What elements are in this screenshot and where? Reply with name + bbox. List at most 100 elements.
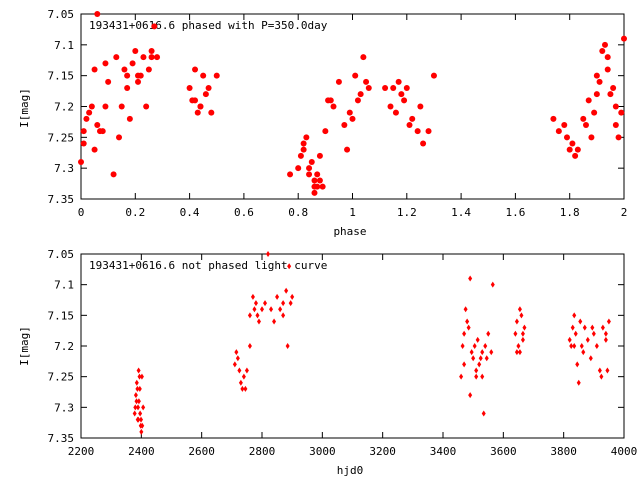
lightcurve-data-point: [594, 343, 599, 349]
lightcurve-ytick-label: 7.25: [48, 371, 75, 384]
lightcurve-data-point: [475, 336, 480, 343]
lightcurve-xtick-label: 3600: [490, 445, 517, 458]
lightcurve-data-point: [137, 385, 142, 392]
phased-data-points: [78, 11, 627, 196]
lightcurve-data-point: [141, 404, 146, 411]
phased-data-point: [88, 103, 95, 110]
phased-data-point: [420, 140, 427, 147]
lightcurve-data-point: [570, 324, 575, 331]
phased-data-point: [344, 146, 351, 153]
phased-data-point: [563, 134, 570, 141]
lightcurve-data-point: [516, 343, 521, 349]
phased-data-point: [610, 85, 617, 91]
phased-xtick-label: 1.4: [451, 206, 471, 219]
phased-data-point: [618, 109, 625, 116]
phased-data-point: [604, 66, 611, 73]
phased-xtick-label: 0: [78, 206, 85, 219]
lightcurve-data-point: [468, 275, 473, 282]
phased-data-point: [135, 78, 142, 85]
lightcurve-data-point: [275, 293, 280, 300]
lightcurve-data-point: [481, 410, 486, 417]
lightcurve-data-point: [572, 312, 577, 319]
phased-data-point: [148, 54, 155, 61]
lightcurve-data-point: [272, 318, 277, 325]
phased-data-point: [398, 91, 405, 98]
lightcurve-xtick-label: 3400: [430, 445, 457, 458]
lightcurve-xtick-label: 2600: [188, 445, 215, 458]
phased-data-point: [91, 66, 98, 73]
phased-data-point: [327, 97, 334, 104]
phased-data-point: [615, 134, 622, 141]
lightcurve-xtick-label: 2200: [68, 445, 95, 458]
lightcurve-data-point: [585, 336, 590, 343]
lightcurve-data-point: [139, 373, 144, 380]
phased-data-point: [365, 85, 372, 91]
lightcurve-data-point: [486, 330, 491, 337]
phased-data-point: [208, 109, 215, 116]
lightcurve-data-point: [247, 343, 252, 349]
lightcurve-data-point: [288, 300, 293, 307]
lightcurve-data-point: [520, 336, 525, 343]
phased-data-point: [580, 115, 587, 122]
phased-ytick-label: 7.15: [48, 70, 75, 83]
phased-data-point: [316, 152, 323, 159]
phased-data-point: [417, 103, 424, 110]
phased-data-point: [335, 78, 342, 85]
phased-data-point: [604, 54, 611, 61]
phased-data-point: [322, 128, 329, 135]
lightcurve-ytick-label: 7.2: [54, 340, 74, 353]
phased-data-point: [612, 122, 619, 128]
lightcurve-data-point: [590, 324, 595, 331]
phased-data-point: [99, 128, 106, 135]
lightcurve-data-point: [572, 343, 577, 349]
lightcurve-data-point: [597, 367, 602, 374]
phased-axes-ticks: 0 0.2 0.4 0.6 0.8 1 1.2 1.4 1.6 1.8 2 7.05 7.1 7.15 7.…: [48, 8, 628, 219]
phased-data-point: [599, 48, 606, 54]
lightcurve-data-point: [466, 324, 471, 331]
lightcurve-data-point: [244, 367, 249, 374]
phased-data-point: [300, 140, 307, 147]
lightcurve-data-point: [133, 392, 138, 399]
phased-data-point: [319, 183, 326, 190]
lightcurve-data-point: [478, 355, 483, 362]
phased-xtick-label: 0.6: [234, 206, 254, 219]
lightcurve-data-point: [477, 361, 482, 368]
lightcurve-data-point: [241, 373, 246, 380]
phased-data-point: [406, 122, 413, 128]
phased-data-point: [414, 128, 421, 135]
lightcurve-data-point: [474, 373, 479, 380]
phased-data-point: [403, 85, 410, 91]
lightcurve-data-point: [255, 312, 260, 319]
phased-data-point: [121, 66, 128, 73]
lightcurve-data-point: [603, 330, 608, 337]
lightcurve-data-point: [480, 373, 485, 380]
lightcurve-data-point: [281, 312, 286, 319]
lightcurve-data-point: [582, 324, 587, 331]
phased-data-point: [591, 109, 598, 116]
phased-data-point: [330, 103, 337, 110]
phased-data-point: [593, 72, 600, 79]
lightcurve-data-point: [573, 330, 578, 337]
phased-data-point: [213, 72, 220, 79]
phased-data-point: [430, 72, 437, 79]
lightcurve-data-point: [522, 324, 527, 331]
phased-data-point: [197, 103, 204, 110]
phased-data-point: [154, 54, 161, 61]
lightcurve-ylabel: I[mag]: [18, 326, 31, 366]
phased-data-point: [582, 122, 589, 128]
lightcurve-data-point: [581, 349, 586, 356]
phased-data-point: [124, 85, 131, 91]
lightcurve-data-point: [471, 355, 476, 362]
lightcurve-data-point: [252, 306, 257, 313]
phased-data-point: [102, 103, 109, 110]
phased-data-point: [572, 152, 579, 159]
phased-data-point: [316, 177, 323, 184]
phased-ytick-label: 7.2: [54, 101, 74, 114]
phased-data-point: [126, 115, 133, 122]
lightcurve-xtick-label: 2800: [249, 445, 276, 458]
phased-data-point: [132, 48, 139, 54]
lightcurve-data-point: [591, 330, 596, 337]
phased-ytick-label: 7.05: [48, 8, 75, 21]
lightcurve-data-point: [465, 318, 470, 325]
phased-data-point: [561, 122, 568, 128]
